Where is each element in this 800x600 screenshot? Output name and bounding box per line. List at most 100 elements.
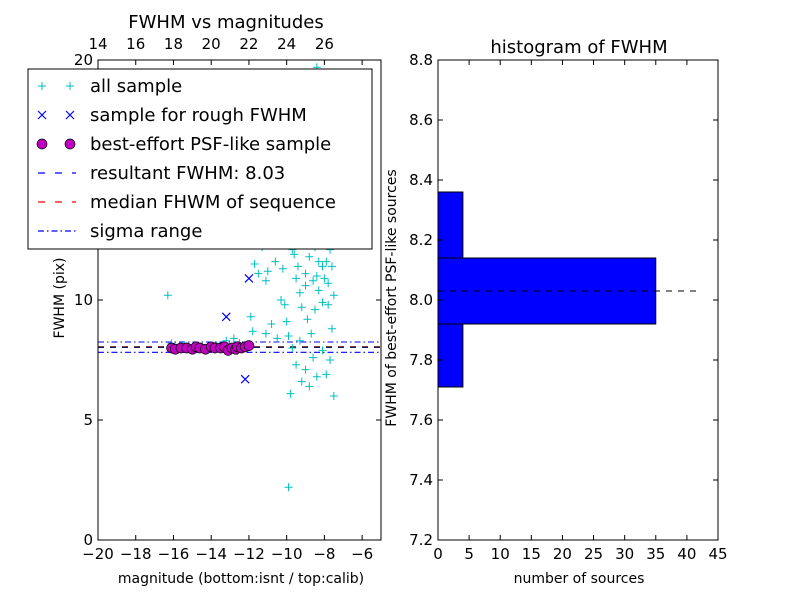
histogram-bar-2 xyxy=(437,191,464,259)
scatter-title: FWHM vs magnitudes xyxy=(128,12,323,33)
series-1-point-8 xyxy=(244,273,254,283)
series-0-point-73 xyxy=(326,356,335,364)
hist-y-tick-label-3: 7.8 xyxy=(409,351,433,369)
series-0-point-68 xyxy=(305,382,314,391)
series-0-point-16 xyxy=(261,276,270,285)
histogram-title: histogram of FWHM xyxy=(490,37,667,58)
series-0-point-11 xyxy=(246,312,255,321)
series-0-point-54 xyxy=(318,262,327,271)
series-2 xyxy=(166,340,255,356)
series-0-point-50 xyxy=(314,286,323,295)
legend-marker-1-a xyxy=(37,110,47,120)
legend-label-1: sample for rough FWHM xyxy=(90,105,307,126)
series-0-point-33 xyxy=(292,274,301,283)
series-0-point-75 xyxy=(295,336,304,345)
series-0-point-28 xyxy=(284,332,293,340)
top-tick-label-1: 16 xyxy=(126,35,145,53)
x-tick-label-0: −20 xyxy=(82,545,114,563)
series-0-point-70 xyxy=(312,372,321,381)
legend-marker-1-b xyxy=(65,110,75,120)
legend-marker-2-a xyxy=(36,138,48,150)
hist-x-tick-label-4: 20 xyxy=(553,545,572,563)
legend-label-0: all sample xyxy=(90,76,182,97)
series-0-point-12 xyxy=(248,327,257,336)
series-0-point-46 xyxy=(310,305,319,314)
hist-y-tick-label-6: 8.4 xyxy=(409,171,433,189)
x-tick-label-5: −10 xyxy=(271,545,303,563)
series-0-point-74 xyxy=(288,344,297,352)
x-tick-label-3: −14 xyxy=(195,545,227,563)
series-0-point-62 xyxy=(327,324,336,333)
hist-x-tick-label-8: 40 xyxy=(677,545,696,563)
legend-label-2: best-effort PSF-like sample xyxy=(90,134,331,155)
top-tick-label-3: 20 xyxy=(202,35,221,53)
scatter-panel: FWHM vs magnitudes −20 −18 −16 −14 −12 −10 −8−… xyxy=(27,12,382,587)
legend-box xyxy=(27,68,373,250)
legend-label-4: median FHWM of sequence xyxy=(90,192,336,213)
series-0-point-51 xyxy=(314,257,323,266)
series-0-point-24 xyxy=(277,296,286,304)
x-tick-label-4: −12 xyxy=(233,545,265,563)
series-2-point-18 xyxy=(243,340,255,351)
series-0-point-67 xyxy=(301,365,310,374)
histogram-axes: 0 5 10 15 20 25 30 35 40 45 7.2 7.4 7.6 7.8 8.0 8.2 8.4 8… xyxy=(409,51,727,563)
series-0-point-29 xyxy=(284,483,293,492)
series-0-point-55 xyxy=(320,274,329,283)
hist-x-tick-label-2: 10 xyxy=(491,545,510,563)
top-tick-label-6: 26 xyxy=(315,35,334,53)
scatter-x-axis-label: magnitude (bottom:isnt / top:calib) xyxy=(118,571,364,587)
y-tick-label-1: 5 xyxy=(83,411,93,429)
y-tick-label-3: 20 xyxy=(74,51,93,69)
x-tick-label-7: −6 xyxy=(351,545,373,563)
series-0-point-35 xyxy=(295,288,304,297)
series-0-point-36 xyxy=(297,303,306,312)
series-0-point-64 xyxy=(329,392,338,400)
series-0-point-42 xyxy=(305,252,314,261)
y-tick-label-2: 10 xyxy=(74,291,93,309)
series-1-point-4 xyxy=(221,312,231,322)
series-0-point-57 xyxy=(322,257,331,266)
hist-y-tick-label-4: 8.0 xyxy=(409,291,433,309)
top-tick-label-4: 22 xyxy=(239,35,258,53)
histogram-bar-0 xyxy=(437,323,464,388)
series-0-point-65 xyxy=(292,360,301,369)
series-0-point-48 xyxy=(312,272,321,280)
series-0-point-0 xyxy=(163,291,172,300)
series-0-point-39 xyxy=(301,269,310,278)
series-0-point-44 xyxy=(309,276,318,285)
series-0-point-34 xyxy=(293,262,302,271)
legend-marker-0-a xyxy=(38,82,46,90)
series-0-point-21 xyxy=(271,257,280,266)
scatter-marks xyxy=(98,63,381,492)
hist-x-tick-label-1: 5 xyxy=(464,545,474,563)
top-tick-label-2: 18 xyxy=(164,35,183,53)
hist-x-tick-label-7: 35 xyxy=(646,545,665,563)
legend-label-5: sigma range xyxy=(90,221,202,242)
series-0-point-14 xyxy=(254,269,263,278)
series-0-point-69 xyxy=(309,353,318,362)
hist-x-tick-label-5: 25 xyxy=(584,545,603,563)
series-0-point-71 xyxy=(318,346,327,355)
histogram-panel: histogram of FWHM 0 5 10 15 20 25 30 35 40 45 7.2 7… xyxy=(384,37,728,587)
histogram-x-axis-label: number of sources xyxy=(514,571,645,587)
series-0-point-8 xyxy=(229,334,238,343)
x-tick-label-1: −18 xyxy=(120,545,152,563)
hist-y-tick-label-2: 7.6 xyxy=(409,411,433,429)
series-0-point-76 xyxy=(307,329,316,338)
hist-y-tick-label-5: 8.2 xyxy=(409,231,433,249)
hist-x-tick-label-6: 30 xyxy=(615,545,634,563)
series-0-point-38 xyxy=(301,281,310,290)
histogram-marks xyxy=(437,191,697,388)
series-0-point-53 xyxy=(318,298,327,307)
series-0-point-26 xyxy=(280,300,289,309)
series-0-point-32 xyxy=(290,250,299,259)
scatter-y-axis-label: FWHM (pix) xyxy=(52,258,68,339)
series-0-point-63 xyxy=(329,291,338,300)
series-0-point-59 xyxy=(324,279,333,288)
hist-x-tick-label-9: 45 xyxy=(708,545,727,563)
legend-label-3: resultant FWHM: 8.03 xyxy=(90,163,285,184)
y-tick-label-0: 0 xyxy=(83,531,93,549)
series-0-point-27 xyxy=(282,317,291,326)
